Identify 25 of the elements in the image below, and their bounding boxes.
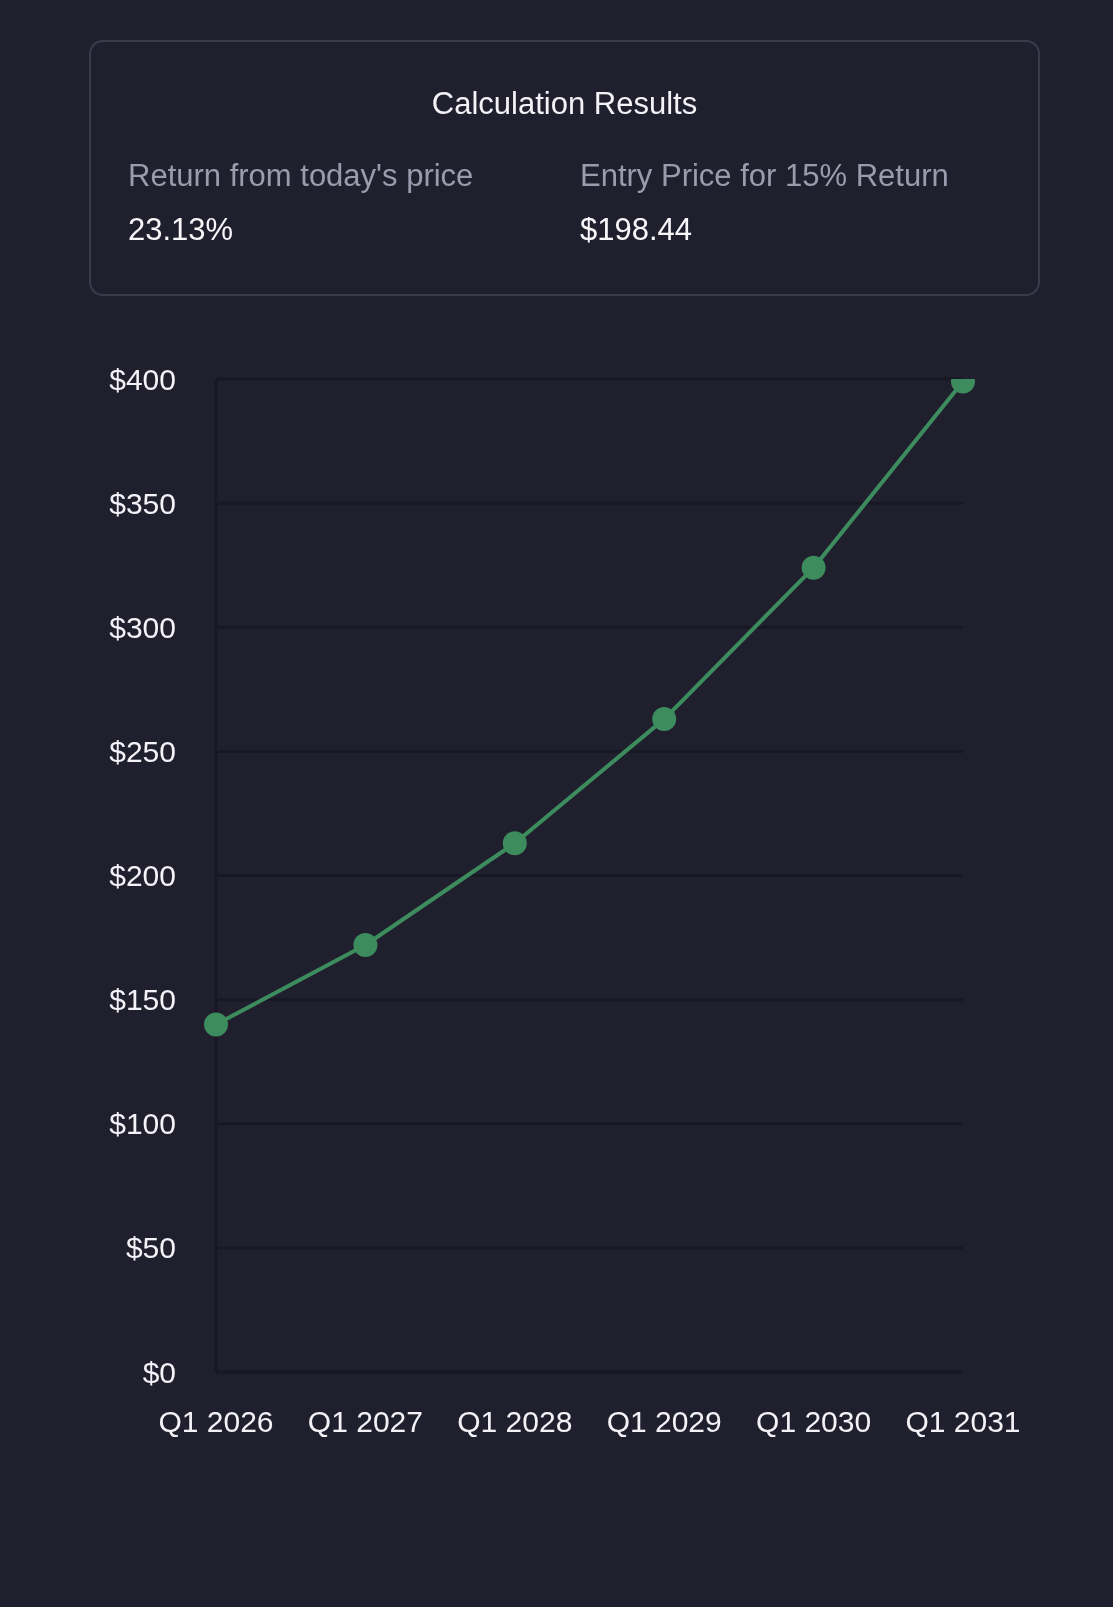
y-tick-label: $300 (109, 610, 176, 644)
point (502, 831, 527, 856)
y-tick-label: $150 (109, 983, 176, 1017)
x-tick-label: Q1 2030 (756, 1405, 872, 1438)
x-tick-label: Q1 2026 (158, 1405, 274, 1438)
y-tick-label: $400 (109, 362, 176, 396)
y-tick-label: $250 (109, 734, 176, 768)
x-tick-label: Q1 2029 (606, 1405, 722, 1438)
y-tick-label: $100 (109, 1107, 176, 1141)
y-tick-label: $200 (109, 859, 176, 892)
point (801, 555, 826, 580)
text: Return from today's price (128, 158, 475, 194)
x-tick-label: Q1 2027 (307, 1405, 423, 1438)
y-tick-label: $350 (109, 486, 176, 520)
y-tick-label: $0 (142, 1355, 176, 1389)
point (652, 707, 677, 732)
text: Entry Price for 15% Return (580, 158, 950, 194)
x-tick-label: Q1 2028 (457, 1405, 573, 1438)
text: 23.13% (128, 212, 235, 248)
point (353, 933, 378, 958)
y-tick-label: $50 (125, 1231, 176, 1265)
point (204, 1012, 228, 1037)
text: $198.44 (580, 212, 694, 248)
text: Calculation Results (430, 86, 699, 122)
x-tick-label: Q1 2031 (905, 1405, 1021, 1438)
